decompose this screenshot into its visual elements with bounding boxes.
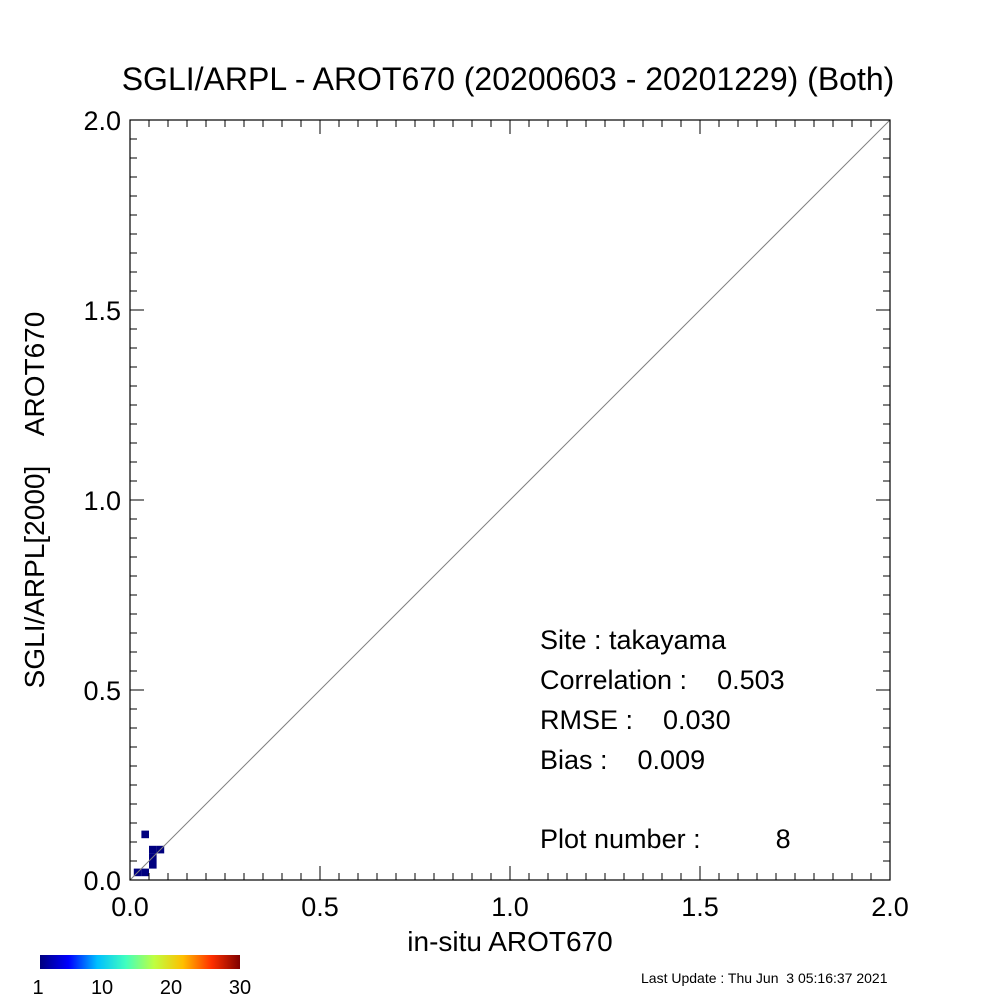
colorbar-tick-labels: 1 10 20 30: [32, 977, 251, 999]
density-cell-3: [149, 861, 157, 869]
colorbar: [40, 955, 240, 969]
y-tick-label: 0.5: [83, 676, 121, 706]
colorbar-tick-label: 1: [32, 977, 43, 999]
stat-site: Site : takayama: [540, 625, 727, 655]
y-tick-label: 1.5: [83, 296, 121, 326]
y-axis-label: SGLI/ARPL[2000] AROT670: [19, 312, 50, 689]
density-cells: [133, 830, 165, 877]
chart-title: SGLI/ARPL - AROT670 (20200603 - 20201229…: [122, 61, 895, 97]
x-tick-label: 2.0: [871, 892, 909, 922]
axis-ticks: [129, 119, 891, 881]
stat-correlation: Correlation : 0.503: [540, 665, 785, 695]
y-tick-label: 2.0: [83, 106, 121, 136]
one-to-one-line: [129, 119, 891, 881]
x-tick-label: 0.5: [301, 892, 339, 922]
y-tick-label: 0.0: [83, 866, 121, 896]
stat-plot-number: Plot number : 8: [540, 824, 791, 854]
colorbar-tick-label: 10: [91, 977, 113, 999]
density-cell-1: [141, 868, 149, 877]
stat-rmse: RMSE : 0.030: [540, 705, 731, 735]
density-cell-5: [149, 845, 157, 854]
stat-bias: Bias : 0.009: [540, 745, 705, 775]
x-tick-label: 1.5: [681, 892, 719, 922]
axis-tick-labels: 0.0 0.5 1.0 1.5 2.0 0.0 0.5 1.0 1.5 2.0: [83, 106, 908, 922]
x-tick-label: 1.0: [491, 892, 529, 922]
colorbar-tick-label: 30: [229, 977, 251, 999]
density-cell-2: [141, 830, 149, 839]
x-axis-label: in-situ AROT670: [407, 926, 612, 957]
x-tick-label: 0.0: [111, 892, 149, 922]
last-update-text: Last Update : Thu Jun 3 05:16:37 2021: [641, 970, 888, 986]
y-tick-label: 1.0: [83, 486, 121, 516]
colorbar-tick-label: 20: [160, 977, 182, 999]
